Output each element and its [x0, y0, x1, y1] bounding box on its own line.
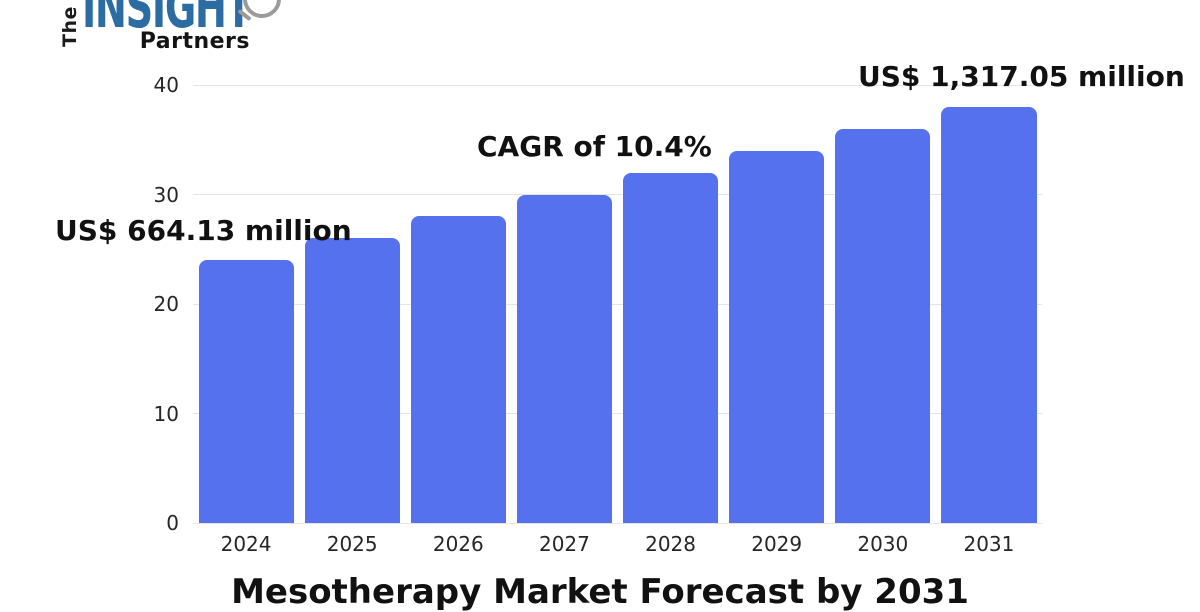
x-axis-tick-2024: 2024 — [220, 532, 272, 556]
gridline-30 — [193, 194, 1042, 195]
x-axis-tick-2025: 2025 — [326, 532, 378, 556]
y-axis-tick-10: 10 — [153, 401, 179, 426]
gridline-20 — [193, 303, 1042, 305]
x-axis-tick-2026: 2026 — [432, 532, 484, 556]
y-axis-tick-30: 30 — [153, 182, 179, 207]
bar-2031 — [941, 106, 1037, 523]
y-axis-tick-0: 0 — [166, 511, 179, 535]
gridline-40 — [193, 84, 1042, 86]
bar-2025 — [304, 238, 400, 523]
x-axis-tick-2031: 2031 — [963, 532, 1015, 556]
x-axis-tick-2027: 2027 — [538, 532, 590, 556]
chart-title: Mesotherapy Market Forecast by 2031 — [231, 572, 969, 612]
x-axis-tick-2029: 2029 — [751, 532, 803, 556]
bar-2024 — [198, 260, 294, 523]
bar-2026 — [410, 216, 506, 523]
y-axis-tick-20: 20 — [153, 292, 179, 316]
annotation-cagr: CAGR of 10.4% — [477, 130, 712, 163]
gridline-10 — [193, 413, 1042, 414]
annotation-start-value: US$ 664.13 million — [55, 214, 352, 247]
plot-area: 0 10 20 30 40 2024 2025 2026 2027 2028 2029 2030 203… — [154, 73, 1042, 556]
bar-2030 — [835, 128, 931, 523]
bar-2028 — [623, 172, 719, 523]
insight-partners-logo: The INSIGHT Partners — [0, 0, 310, 62]
logo-partners-text: Partners — [139, 29, 250, 54]
y-axis-tick-40: 40 — [153, 73, 179, 97]
gridline-0 — [193, 522, 1042, 524]
bar-2027 — [516, 194, 612, 523]
bar-2029 — [729, 150, 825, 523]
annotation-end-value: US$ 1,317.05 million — [858, 60, 1185, 93]
x-axis-tick-2028: 2028 — [645, 532, 697, 556]
x-axis-tick-2030: 2030 — [857, 532, 909, 556]
logo-insight-text: INSIGHT — [82, 0, 252, 41]
